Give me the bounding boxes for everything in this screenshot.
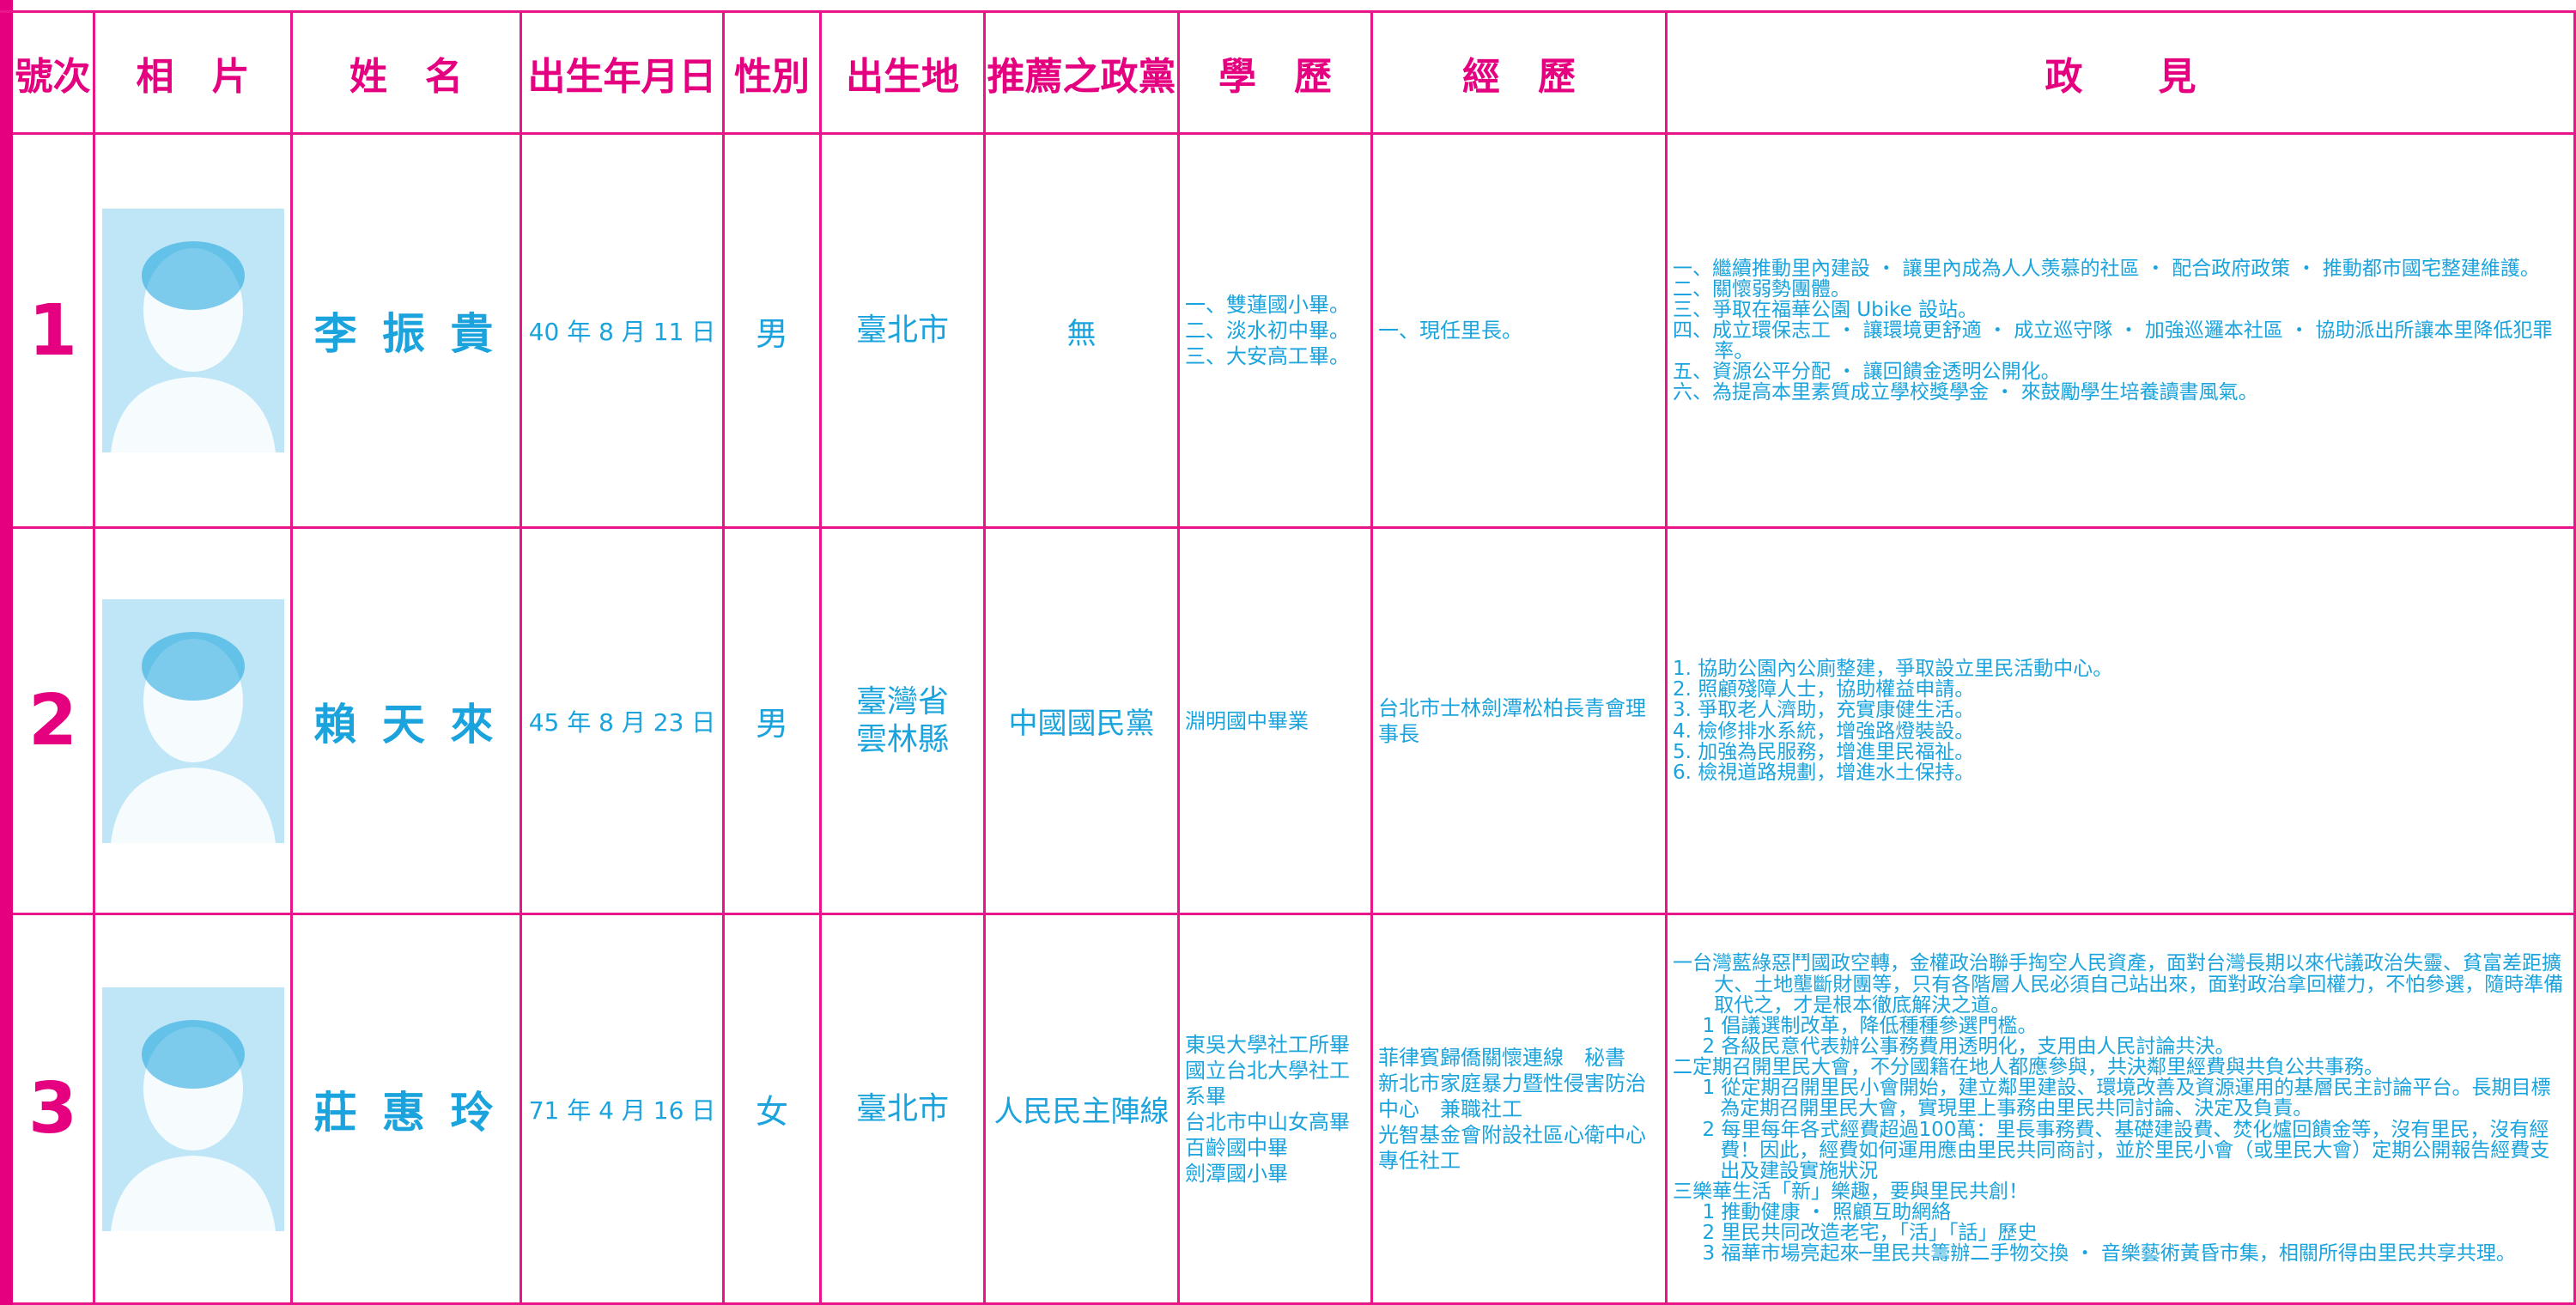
policy-item: 四、成立環保志工 ・ 讓環境更舒適 ・ 成立巡守隊 ・ 加強巡邏本社區 ・ 協助… [1673, 319, 2553, 363]
photo-cell [95, 915, 293, 1305]
candidate-name: 賴 天 來 [293, 529, 522, 915]
policy-item: 1. 協助公園內公廁整建，爭取設立里民活動中心。 [1673, 658, 2113, 681]
sex: 男 [725, 135, 822, 529]
policy-item: 3. 爭取老人濟助，充實康健生活。 [1673, 699, 1975, 722]
policy-item: 4. 檢修排水系統，增強路燈裝設。 [1673, 719, 1975, 743]
column-header: 出生地 [822, 13, 986, 135]
education-item: 三、大安高工畢。 [1185, 344, 1350, 368]
policy: 一、繼續推動里內建設 ・ 讓里內成為人人羡慕的社區 ・ 配合政府政策 ・ 推動都… [1668, 135, 2576, 529]
policy-list: 一、繼續推動里內建設 ・ 讓里內成為人人羡慕的社區 ・ 配合政府政策 ・ 推動都… [1673, 257, 2568, 404]
row-number: 1 [13, 135, 95, 529]
education-item: 國立台北大學社工系畢 [1185, 1058, 1350, 1108]
birthplace: 臺北市 [822, 135, 986, 529]
experience-item: 光智基金會附設社區心衛中心 專任社工 [1378, 1122, 1667, 1173]
policy-item: 1 倡議選制改革，降低種種參選門檻。 [1702, 1014, 2038, 1037]
birthplace: 臺北市 [822, 915, 986, 1305]
policy-item: 2 每里每年各式經費超過100萬：里長事務費、基礎建設費、焚化爐回饋金等，沒有里… [1702, 1118, 2550, 1182]
photo-cell [95, 135, 293, 529]
policy-item: 三、爭取在福華公園 Ubike 設站。 [1673, 298, 1978, 321]
education-item: 百齡國中畢 [1185, 1135, 1288, 1160]
education-item: 一、雙蓮國小畢。 [1185, 293, 1350, 317]
column-header: 相 片 [95, 13, 293, 135]
birth-date: 45 年 8 月 23 日 [522, 529, 725, 915]
top-rule [0, 10, 2576, 13]
experience-list: 台北市士林劍潭松柏長青會理事長 [1378, 695, 1660, 747]
column-header: 推薦之政黨 [986, 13, 1180, 135]
policy-item: 一台灣藍綠惡鬥國政空轉，金權政治聯手掏空人民資產，面對台灣長期以來代議政治失靈、… [1673, 952, 2564, 1017]
experience-item: 菲律賓歸僑關懷連線 秘書 [1378, 1045, 1625, 1070]
birthplace: 臺灣省 雲林縣 [822, 529, 986, 915]
experience-item: 一、現任里長。 [1378, 319, 1522, 343]
education-item: 東吳大學社工所畢 [1185, 1032, 1350, 1057]
policy-item: 二、關懷弱勢團體。 [1673, 277, 1850, 300]
birthplace-line: 臺北市 [855, 313, 949, 349]
experience-list: 一、現任里長。 [1378, 318, 1522, 343]
policy-item: 二定期召開里民大會，不分國籍在地人都應參與，共決鄰里經費與共負公共事務。 [1673, 1056, 2384, 1079]
experience: 台北市士林劍潭松柏長青會理事長 [1373, 529, 1668, 915]
education-list: 淵明國中畢業 [1185, 708, 1309, 734]
policy-item: 6. 檢視道路規劃，增進水土保持。 [1673, 761, 1975, 784]
birthplace-line: 臺北市 [855, 1090, 949, 1126]
column-header: 經 歷 [1373, 13, 1668, 135]
policy-list: 1. 協助公園內公廁整建，爭取設立里民活動中心。 2. 照顧殘障人士，協助權益申請… [1673, 659, 2112, 783]
column-header: 學 歷 [1180, 13, 1373, 135]
policy-list: 一台灣藍綠惡鬥國政空轉，金權政治聯手掏空人民資產，面對台灣長期以來代議政治失靈、… [1673, 953, 2568, 1264]
education: 東吳大學社工所畢 國立台北大學社工系畢 台北市中山女高畢 百齡國中畢 劍潭國小畢 [1180, 915, 1373, 1305]
party: 人民民主陣線 [986, 915, 1180, 1305]
education-item: 台北市中山女高畢 [1185, 1109, 1350, 1134]
policy: 1. 協助公園內公廁整建，爭取設立里民活動中心。 2. 照顧殘障人士，協助權益申請… [1668, 529, 2576, 915]
column-header: 姓 名 [293, 13, 522, 135]
policy-item: 3 福華市場亮起來─里民共籌辦二手物交換 ・ 音樂藝術黃昏市集，相關所得由里民共… [1702, 1242, 2516, 1266]
policy-item: 1 從定期召開里民小會開始，建立鄰里建設、環境改善及資源運用的基層民主討論平台。… [1702, 1077, 2551, 1120]
experience-item: 台北市士林劍潭松柏長青會理事長 [1378, 695, 1646, 746]
party: 無 [986, 135, 1180, 529]
row-number: 3 [13, 915, 95, 1305]
policy-item: 一、繼續推動里內建設 ・ 讓里內成為人人羡慕的社區 ・ 配合政府政策 ・ 推動都… [1673, 257, 2540, 280]
candidate-name: 莊 惠 玲 [293, 915, 522, 1305]
photo [101, 209, 284, 452]
column-header: 性別 [725, 13, 822, 135]
education-item: 劍潭國小畢 [1185, 1161, 1288, 1186]
photo [101, 598, 284, 843]
experience: 一、現任里長。 [1373, 135, 1668, 529]
policy-item: 三樂華生活「新」樂趣，要與里民共創！ [1673, 1180, 2028, 1203]
sex: 女 [725, 915, 822, 1305]
education-list: 一、雙蓮國小畢。 二、淡水初中畢。 三、大安高工畢。 [1185, 292, 1350, 369]
party: 中國國民黨 [986, 529, 1180, 915]
column-header: 出生年月日 [522, 13, 725, 135]
experience-item: 新北市家庭暴力暨性侵害防治中心 兼職社工 [1378, 1071, 1646, 1121]
experience: 菲律賓歸僑關懷連線 秘書 新北市家庭暴力暨性侵害防治中心 兼職社工 光智基金會附設社… [1373, 915, 1668, 1305]
photo-cell [95, 529, 293, 915]
education: 淵明國中畢業 [1180, 529, 1373, 915]
policy: 一台灣藍綠惡鬥國政空轉，金權政治聯手掏空人民資產，面對台灣長期以來代議政治失靈、… [1668, 915, 2576, 1305]
photo [101, 986, 284, 1231]
policy-item: 2. 照顧殘障人士，協助權益申請。 [1673, 678, 1975, 701]
column-header: 政 見 [1668, 13, 2576, 135]
side-bar [0, 0, 13, 1305]
policy-item: 六、為提高本里素質成立學校獎學金 ・ 來鼓勵學生培養讀書風氣。 [1673, 381, 2258, 404]
policy-item: 五、資源公平分配 ・ 讓回饋金透明公開化。 [1673, 361, 2061, 384]
education-list: 東吳大學社工所畢 國立台北大學社工系畢 台北市中山女高畢 百齡國中畢 劍潭國小畢 [1185, 1032, 1365, 1187]
column-header: 號次 [13, 13, 95, 135]
experience-list: 菲律賓歸僑關懷連線 秘書 新北市家庭暴力暨性侵害防治中心 兼職社工 光智基金會附設社… [1378, 1045, 1667, 1174]
candidate-name: 李 振 貴 [293, 135, 522, 529]
education-item: 二、淡水初中畢。 [1185, 319, 1350, 343]
education-item: 淵明國中畢業 [1185, 708, 1309, 733]
birth-date: 40 年 8 月 11 日 [522, 135, 725, 529]
policy-item: 2 里民共同改造老宅，「活」「話」歷史 [1702, 1222, 2038, 1245]
birth-date: 71 年 4 月 16 日 [522, 915, 725, 1305]
policy-item: 1 推動健康 ・ 照顧互助網絡 [1702, 1201, 1952, 1224]
policy-item: 5. 加強為民服務，增進里民福祉。 [1673, 740, 1975, 763]
sex: 男 [725, 529, 822, 915]
education: 一、雙蓮國小畢。 二、淡水初中畢。 三、大安高工畢。 [1180, 135, 1373, 529]
policy-item: 2 各級民意代表辦公事務費用透明化，支用由人民討論共決。 [1702, 1035, 2235, 1058]
birthplace-line: 雲林縣 [855, 721, 949, 757]
row-number: 2 [13, 529, 95, 915]
birthplace-line: 臺灣省 [855, 684, 949, 720]
